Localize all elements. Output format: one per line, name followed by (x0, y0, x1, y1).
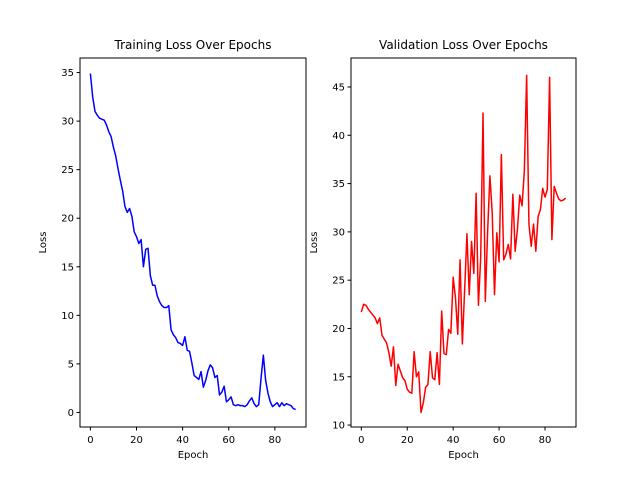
axes-frame (350, 57, 577, 428)
chart-title: Validation Loss Over Epochs (379, 38, 548, 52)
y-tick-label: 45 (332, 82, 345, 93)
x-tick-label: 0 (87, 435, 93, 446)
y-tick-label: 20 (332, 324, 345, 335)
x-tick-label: 40 (447, 435, 460, 446)
x-tick-label: 40 (176, 435, 189, 446)
x-tick-label: 20 (401, 435, 414, 446)
x-tick-label: 60 (493, 435, 506, 446)
y-axis-label: Loss (309, 232, 320, 254)
x-tick-label: 80 (539, 435, 552, 446)
y-tick-label: 10 (332, 421, 345, 432)
chart-training-loss: Training Loss Over Epochs Epoch Loss 0 20… (38, 38, 307, 461)
y-tick-label: 20 (61, 214, 74, 225)
y-axis-label: Loss (38, 232, 49, 254)
y-tick-label: 30 (332, 227, 345, 238)
y-tick-label: 25 (332, 276, 345, 287)
x-tick-label: 20 (130, 435, 143, 446)
y-tick-label: 10 (61, 311, 74, 322)
series-line (89, 73, 296, 411)
y-tick-label: 30 (61, 117, 74, 128)
x-axis-label: Epoch (448, 450, 479, 461)
chart-validation-loss: Validation Loss Over Epochs Epoch Loss 0… (309, 38, 577, 461)
y-tick-label: 15 (61, 262, 74, 273)
axes-frame (79, 57, 307, 428)
y-tick-label: 15 (332, 372, 345, 383)
x-tick-label: 0 (358, 435, 364, 446)
x-tick-label: 80 (269, 435, 282, 446)
y-tick-label: 35 (61, 68, 74, 79)
y-tick-label: 40 (332, 131, 345, 142)
chart-title: Training Loss Over Epochs (114, 38, 272, 52)
y-tick-label: 25 (61, 165, 74, 176)
y-tick-label: 0 (68, 408, 74, 419)
x-axis-label: Epoch (178, 450, 209, 461)
y-tick-label: 35 (332, 179, 345, 190)
series-line (360, 74, 567, 414)
y-tick-label: 5 (68, 359, 74, 370)
x-tick-label: 60 (222, 435, 235, 446)
